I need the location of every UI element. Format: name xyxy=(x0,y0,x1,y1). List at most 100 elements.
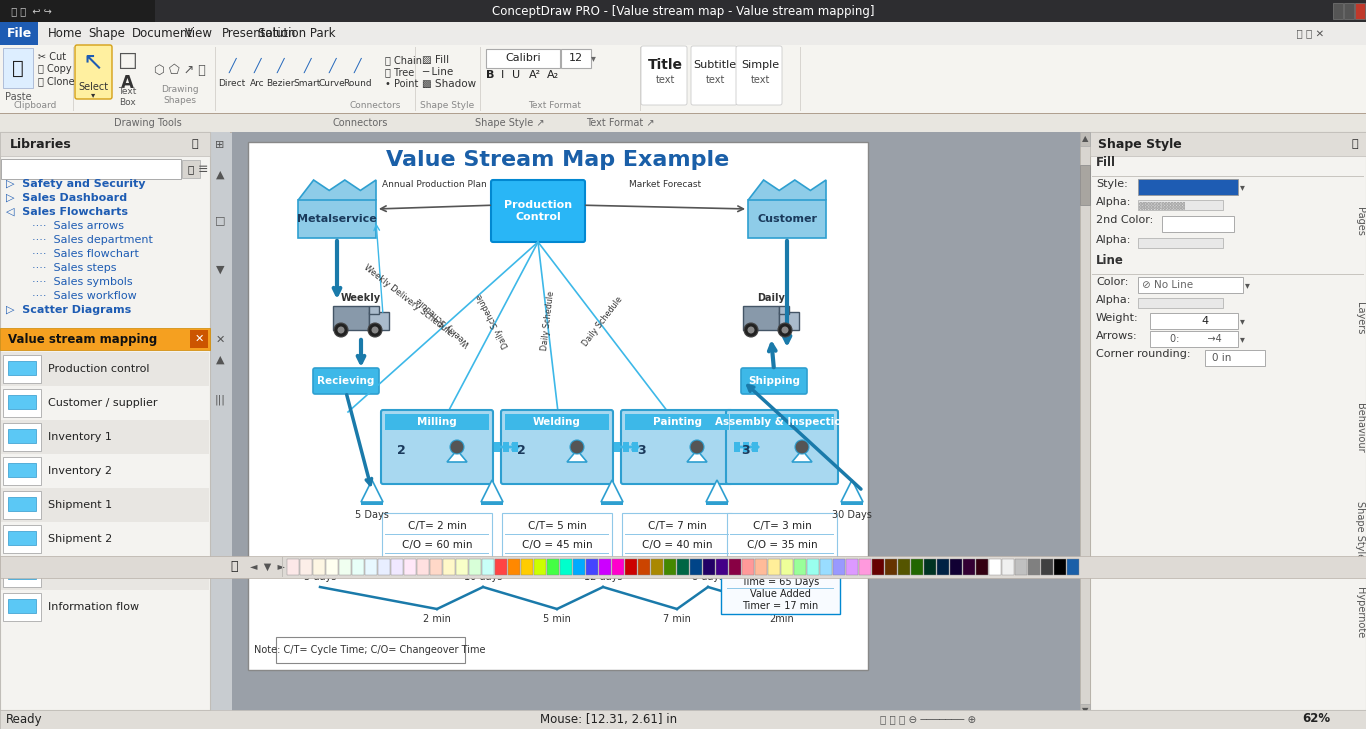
Bar xyxy=(0,45,1366,113)
Text: 📌: 📌 xyxy=(1351,139,1358,149)
Bar xyxy=(0,556,1366,578)
Text: 5 Days: 5 Days xyxy=(355,510,389,520)
Bar xyxy=(1138,238,1223,248)
Text: Daily Schedule: Daily Schedule xyxy=(475,292,511,350)
Text: Alpha:: Alpha: xyxy=(1096,235,1131,245)
Bar xyxy=(1333,3,1343,19)
Text: ╱: ╱ xyxy=(303,58,310,73)
Bar xyxy=(1041,559,1053,575)
Polygon shape xyxy=(841,480,863,502)
Text: Customer: Customer xyxy=(757,214,817,225)
Text: ····  Sales flowchart: ···· Sales flowchart xyxy=(18,249,139,259)
Bar xyxy=(729,559,740,575)
Bar xyxy=(190,330,208,348)
Text: ◁  Sales Flowcharts: ◁ Sales Flowcharts xyxy=(5,207,128,217)
Bar xyxy=(911,559,923,575)
Bar xyxy=(1,556,209,590)
Text: Drawing
Shapes: Drawing Shapes xyxy=(161,85,199,105)
Text: Production control: Production control xyxy=(48,364,149,374)
Text: B: B xyxy=(486,70,494,80)
Text: Libraries: Libraries xyxy=(10,138,72,150)
Bar xyxy=(505,414,609,430)
Text: Home: Home xyxy=(48,27,82,40)
Text: Corner rounding:: Corner rounding: xyxy=(1096,349,1191,359)
Bar xyxy=(0,710,1366,729)
FancyBboxPatch shape xyxy=(486,49,560,68)
Bar xyxy=(1354,190,1366,230)
FancyBboxPatch shape xyxy=(743,442,749,452)
Text: 10 days: 10 days xyxy=(464,572,503,582)
Bar xyxy=(652,559,663,575)
Polygon shape xyxy=(447,450,467,462)
Circle shape xyxy=(570,440,585,454)
Text: Hypernote: Hypernote xyxy=(1355,587,1365,639)
Bar xyxy=(1003,559,1014,575)
Bar xyxy=(742,559,754,575)
FancyBboxPatch shape xyxy=(3,491,41,519)
Text: ╱: ╱ xyxy=(276,58,284,73)
Text: ⎙ Clone ▾: ⎙ Clone ▾ xyxy=(38,76,82,86)
Bar xyxy=(481,502,503,505)
Bar xyxy=(1138,200,1223,210)
Bar xyxy=(1205,350,1265,366)
FancyBboxPatch shape xyxy=(691,46,738,105)
Bar xyxy=(8,497,36,511)
Bar xyxy=(841,502,863,505)
Bar xyxy=(1,488,209,522)
Text: ▾: ▾ xyxy=(1239,182,1244,192)
FancyBboxPatch shape xyxy=(641,46,687,105)
Text: ▩ Shadow: ▩ Shadow xyxy=(422,79,477,89)
Bar xyxy=(600,559,611,575)
Bar xyxy=(369,306,378,314)
Bar xyxy=(1354,558,1366,622)
FancyBboxPatch shape xyxy=(503,442,510,452)
Bar xyxy=(378,559,391,575)
Bar xyxy=(8,463,36,477)
Text: 🖐 🖱 🔍 ⊖ ─────── ⊕: 🖐 🖱 🔍 ⊖ ─────── ⊕ xyxy=(880,714,977,724)
FancyBboxPatch shape xyxy=(3,355,41,383)
Text: A²: A² xyxy=(529,70,541,80)
Text: Inventory 1: Inventory 1 xyxy=(48,432,112,442)
Text: C/O = 45 min: C/O = 45 min xyxy=(522,540,593,550)
Circle shape xyxy=(781,327,788,333)
Text: Market Forecast: Market Forecast xyxy=(628,179,701,189)
Text: Arc: Arc xyxy=(250,79,264,87)
Text: Daily Schedule: Daily Schedule xyxy=(582,295,624,348)
Bar xyxy=(210,132,229,712)
Text: 5 min: 5 min xyxy=(544,614,571,624)
Text: 🔍: 🔍 xyxy=(189,164,194,174)
Circle shape xyxy=(449,440,464,454)
FancyBboxPatch shape xyxy=(561,49,591,68)
Text: Weekly Delivery Schedule: Weekly Delivery Schedule xyxy=(362,262,454,338)
Text: ▷  Sales Dashboard: ▷ Sales Dashboard xyxy=(5,193,127,203)
Text: Recieving: Recieving xyxy=(317,376,374,386)
Text: ConceptDraw PRO - [Value stream map - Value stream mapping]: ConceptDraw PRO - [Value stream map - Va… xyxy=(492,4,874,17)
FancyBboxPatch shape xyxy=(3,559,41,587)
Text: C/T= 5 min: C/T= 5 min xyxy=(527,521,586,531)
Text: Total Lead
Time = 65 Days: Total Lead Time = 65 Days xyxy=(740,565,820,587)
Text: I: I xyxy=(501,70,504,80)
Bar xyxy=(586,559,598,575)
Bar xyxy=(779,312,799,330)
Text: ≡: ≡ xyxy=(198,163,208,176)
Bar xyxy=(716,559,728,575)
FancyBboxPatch shape xyxy=(727,513,837,573)
Text: Drawing Tools: Drawing Tools xyxy=(115,118,182,128)
Bar xyxy=(0,132,1366,133)
Circle shape xyxy=(367,323,382,337)
Bar xyxy=(8,395,36,409)
Text: ⬡ ⬠ ↗ ⌒: ⬡ ⬠ ↗ ⌒ xyxy=(154,63,206,77)
Bar xyxy=(1,522,209,556)
Text: 📁 💾  ↩ ↪: 📁 💾 ↩ ↪ xyxy=(5,6,52,16)
Bar xyxy=(1067,559,1079,575)
Text: |||: ||| xyxy=(214,394,225,405)
FancyBboxPatch shape xyxy=(736,46,781,105)
Text: ▾: ▾ xyxy=(590,53,596,63)
Text: 62%: 62% xyxy=(1302,712,1330,725)
Bar xyxy=(1355,3,1365,19)
Text: Select: Select xyxy=(78,82,108,92)
Bar xyxy=(1,420,209,454)
Text: ····  Sales workflow: ···· Sales workflow xyxy=(18,291,137,301)
Bar xyxy=(313,559,325,575)
Bar xyxy=(678,559,688,575)
